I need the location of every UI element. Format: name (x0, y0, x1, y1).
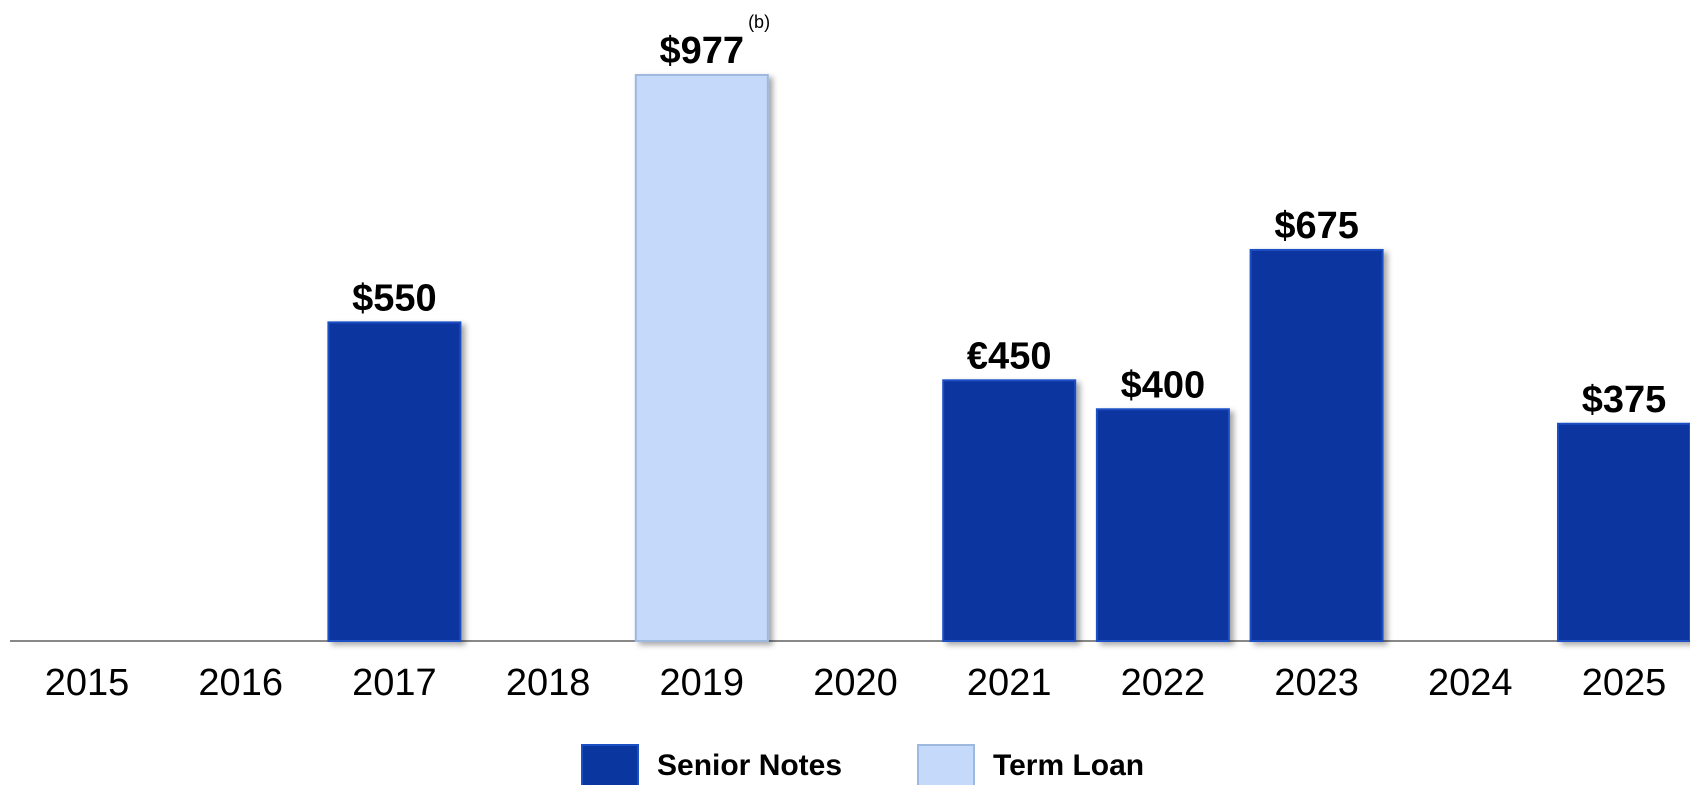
x-tick-label: 2021 (967, 662, 1052, 704)
annotation: (b) (748, 12, 770, 32)
value-label: $675 (1274, 205, 1359, 247)
x-tick-label: 2023 (1274, 662, 1359, 704)
legend-swatch (581, 744, 639, 785)
x-tick-label: 2017 (352, 662, 437, 704)
x-tick-label: 2016 (198, 662, 283, 704)
x-tick-label: 2020 (813, 662, 898, 704)
value-label: $550 (352, 277, 437, 319)
bar (634, 74, 769, 642)
x-tick-label: 2022 (1121, 662, 1206, 704)
bar (1557, 422, 1690, 642)
bar (1095, 408, 1230, 642)
bar (327, 321, 462, 642)
legend-label: Senior Notes (657, 749, 842, 782)
bar (942, 379, 1077, 642)
x-tick-label: 2025 (1582, 662, 1667, 704)
x-tick-label: 2015 (45, 662, 130, 704)
x-tick-label: 2019 (660, 662, 745, 704)
legend-label: Term Loan (993, 749, 1144, 782)
value-label: €450 (967, 335, 1052, 377)
bar (1249, 248, 1384, 642)
value-label: $977 (660, 30, 745, 72)
value-label: $400 (1121, 364, 1206, 406)
x-tick-label: 2018 (506, 662, 591, 704)
value-label: $375 (1582, 379, 1667, 421)
legend-swatch (917, 744, 975, 785)
x-tick-label: 2024 (1428, 662, 1513, 704)
